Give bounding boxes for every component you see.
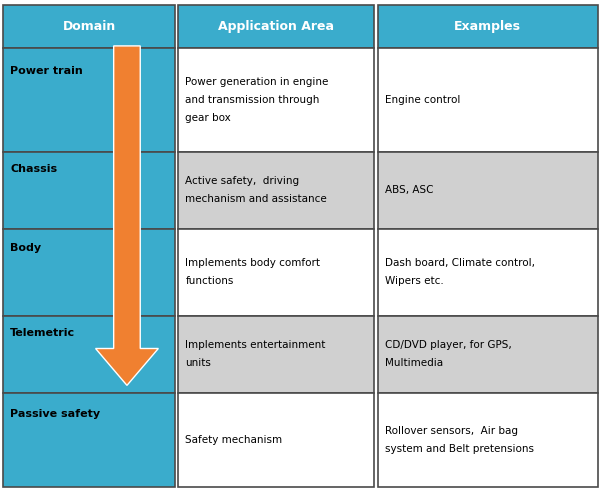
Text: Power generation in engine
and transmission through
gear box: Power generation in engine and transmiss… [185,77,329,123]
Text: Active safety,  driving
mechanism and assistance: Active safety, driving mechanism and ass… [185,176,327,204]
Bar [378,5,598,48]
Text: Implements body comfort
functions: Implements body comfort functions [185,258,321,286]
Bar [178,5,374,48]
Bar [378,393,598,487]
Bar [378,228,598,316]
Text: Power train: Power train [10,66,83,76]
Text: Rollover sensors,  Air bag
system and Belt pretensions: Rollover sensors, Air bag system and Bel… [385,426,534,454]
Bar [3,228,175,316]
Bar [3,316,175,393]
Bar [3,393,175,487]
Text: Telemetric: Telemetric [10,328,76,338]
Text: Chassis: Chassis [10,163,57,174]
Text: Passive safety: Passive safety [10,408,100,419]
Text: Application Area: Application Area [218,20,335,33]
Text: ABS, ASC: ABS, ASC [385,185,433,195]
Polygon shape [95,46,158,385]
Text: Body: Body [10,243,42,253]
Bar [178,228,374,316]
Bar [178,316,374,393]
Text: Implements entertainment
units: Implements entertainment units [185,340,326,369]
Bar [378,316,598,393]
Bar [178,393,374,487]
Text: Examples: Examples [454,20,521,33]
Bar [378,48,598,152]
Bar [3,5,175,48]
Text: CD/DVD player, for GPS,
Multimedia: CD/DVD player, for GPS, Multimedia [385,340,512,369]
Bar [378,152,598,228]
Bar [178,152,374,228]
Bar [3,152,175,228]
Text: Engine control: Engine control [385,95,460,105]
Text: Domain: Domain [62,20,116,33]
Bar [3,48,175,152]
Text: Dash board, Climate control,
Wipers etc.: Dash board, Climate control, Wipers etc. [385,258,535,286]
Text: Safety mechanism: Safety mechanism [185,435,283,445]
Bar [178,48,374,152]
